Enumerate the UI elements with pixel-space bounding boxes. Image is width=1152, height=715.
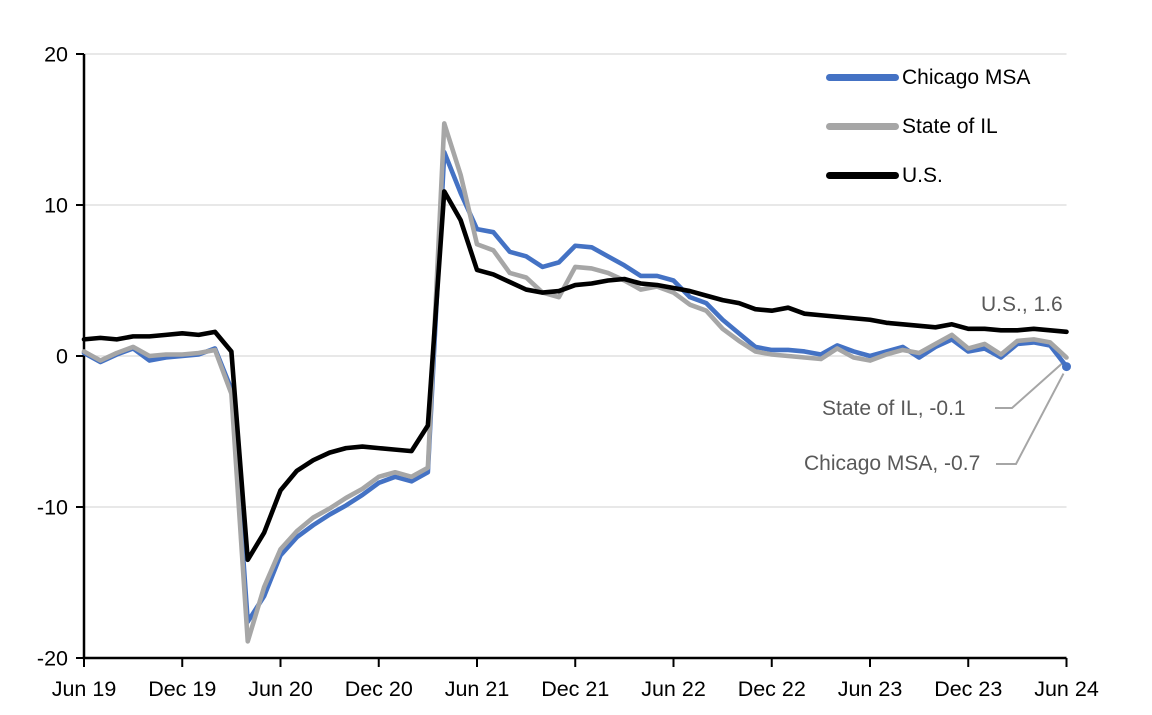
x-tick-label-dec-20: Dec 20 xyxy=(345,677,413,701)
annotation-leader-state-of-il xyxy=(995,362,1063,409)
legend-item-chicago-msa: Chicago MSA xyxy=(826,53,1030,102)
series-line-chicago-msa xyxy=(81,149,1069,625)
series-line-u-s xyxy=(81,189,1069,563)
data-label-chicago-msa: Chicago MSA, -0.7 xyxy=(804,452,981,475)
x-tick-label-dec-23: Dec 23 xyxy=(934,677,1002,701)
legend-label-chicago-msa: Chicago MSA xyxy=(902,65,1031,89)
legend-line-swatch-state-of-il xyxy=(826,123,899,130)
x-tick-label-jun-21: Jun 21 xyxy=(445,677,510,701)
y-tick-label-10: 10 xyxy=(44,194,68,218)
y-tick-label--20: -20 xyxy=(37,647,68,671)
legend-line-swatch-chicago-msa xyxy=(826,74,899,81)
legend: Chicago MSA State of IL U.S. xyxy=(826,53,1030,200)
legend-label-state-of-il: State of IL xyxy=(902,114,998,138)
x-tick-label-jun-19: Jun 19 xyxy=(52,677,117,701)
x-tick-label-jun-20: Jun 20 xyxy=(248,677,313,701)
x-tick-label-jun-22: Jun 22 xyxy=(641,677,706,701)
x-tick-label-jun-24: Jun 24 xyxy=(1034,677,1099,701)
x-tick-label-dec-19: Dec 19 xyxy=(148,677,216,701)
annotation-leader-chicago-msa xyxy=(996,373,1065,465)
x-tick-label-dec-21: Dec 21 xyxy=(541,677,609,701)
series-line-state-of-il xyxy=(81,121,1069,644)
x-tick-label-jun-23: Jun 23 xyxy=(838,677,903,701)
legend-label-us: U.S. xyxy=(902,163,943,187)
x-tick-label-dec-22: Dec 22 xyxy=(738,677,806,701)
data-label-state-of-il: State of IL, -0.1 xyxy=(822,397,966,420)
y-tick-label--10: -10 xyxy=(37,496,68,520)
legend-item-state-of-il: State of IL xyxy=(826,102,1030,151)
legend-item-us: U.S. xyxy=(826,151,1030,200)
data-label-us: U.S., 1.6 xyxy=(981,293,1063,316)
y-tick-label-20: 20 xyxy=(44,43,68,67)
legend-line-swatch-us xyxy=(826,172,899,179)
y-tick-label-0: 0 xyxy=(56,345,68,369)
series-end-marker-chicago-msa xyxy=(1062,362,1071,372)
